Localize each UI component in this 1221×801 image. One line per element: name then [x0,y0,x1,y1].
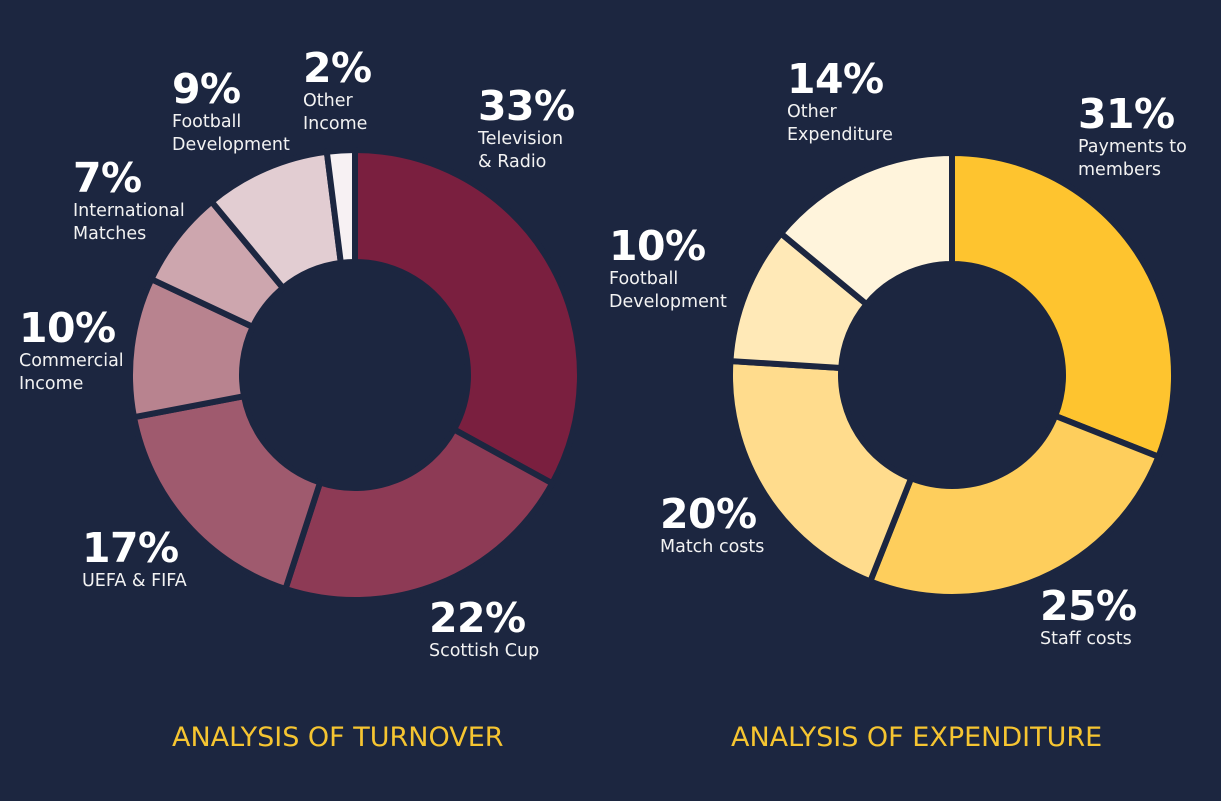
turnover-label-scottish-cup: 22% Scottish Cup [429,596,539,663]
turnover-label-uefa-fifa: 17% UEFA & FIFA [82,526,187,593]
expenditure-label-football-development: 10% Football Development [609,224,727,314]
turnover-label-other-income: 2% Other Income [303,46,372,136]
pct-turnover-football-development: 9% [172,65,241,113]
name-turnover-football-development: Football Development [172,112,290,155]
name-other-income: Other Income [303,91,368,134]
turnover-label-commercial-income: 10% Commercial Income [19,306,124,396]
name-television-radio: Television & Radio [478,129,564,172]
expenditure-slice-other-expenditure [777,150,955,308]
turnover-slice-television-radio [352,147,583,487]
expenditure-label-payments-to-members: 31% Payments to members [1078,92,1187,182]
name-match-costs: Match costs [660,537,765,557]
expenditure-label-match-costs: 20% Match costs [660,492,764,559]
name-commercial-income: Commercial Income [19,351,124,394]
turnover-label-television-radio: 33% Television & Radio [478,84,575,174]
expenditure-label-staff-costs: 25% Staff costs [1040,584,1137,651]
name-uefa-fifa: UEFA & FIFA [82,571,187,591]
turnover-slice-scottish-cup [282,426,556,603]
name-expenditure-football-development: Football Development [609,269,727,312]
turnover-label-football-development: 9% Football Development [172,67,290,157]
name-payments-to-members: Payments to members [1078,137,1187,180]
turnover-label-international-matches: 7% International Matches [73,156,185,246]
pct-scottish-cup: 22% [429,594,526,642]
pct-expenditure-football-development: 10% [609,222,706,270]
expenditure-chart-title: ANALYSIS OF EXPENDITURE [731,722,1103,753]
name-staff-costs: Staff costs [1040,629,1132,649]
pct-international-matches: 7% [73,154,142,202]
name-other-expenditure: Other Expenditure [787,102,893,145]
pct-staff-costs: 25% [1040,582,1137,630]
turnover-slice-other-income [323,147,358,266]
turnover-slice-uefa-fifa [130,393,324,592]
name-international-matches: International Matches [73,201,185,244]
pct-uefa-fifa: 17% [82,524,179,572]
pct-other-expenditure: 14% [787,55,884,103]
pct-commercial-income: 10% [19,304,116,352]
pct-television-radio: 33% [478,82,575,130]
name-scottish-cup: Scottish Cup [429,641,540,661]
pct-match-costs: 20% [660,490,757,538]
expenditure-slice-payments-to-members [949,150,1177,460]
turnover-chart-title: ANALYSIS OF TURNOVER [172,722,504,753]
pct-payments-to-members: 31% [1078,90,1175,138]
expenditure-slice-match-costs [727,358,915,585]
expenditure-label-other-expenditure: 14% Other Expenditure [787,57,893,147]
pct-other-income: 2% [303,44,372,92]
expenditure-slice-staff-costs [867,412,1162,600]
